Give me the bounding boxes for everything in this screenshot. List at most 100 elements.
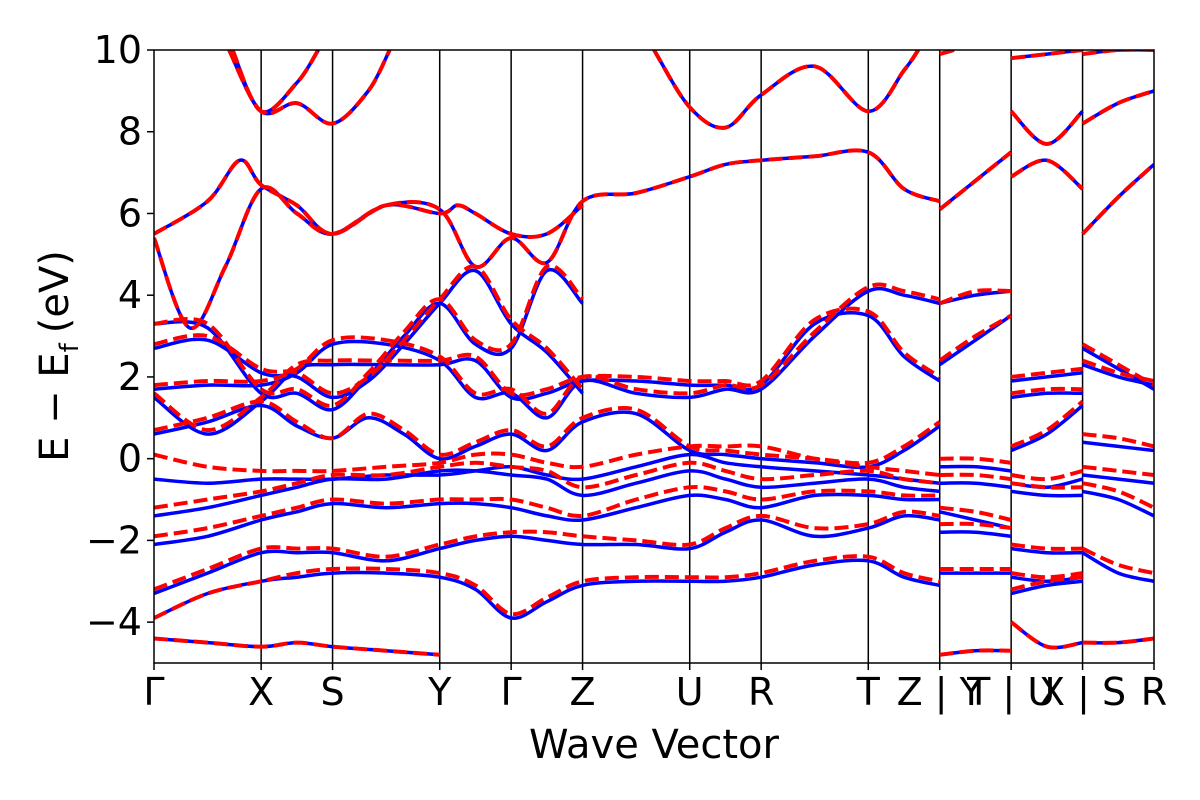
band-curve-dashed <box>154 509 940 592</box>
band-curve-solid <box>939 481 1012 490</box>
band-curve-solid <box>154 148 941 269</box>
band-curve-dashed <box>1082 50 1154 57</box>
band-curve-dashed <box>938 313 1013 363</box>
band-curve-dashed <box>1082 432 1154 449</box>
band-curve-dashed <box>939 505 1012 522</box>
band-curve-solid <box>154 452 940 485</box>
band-curve-solid <box>154 468 940 518</box>
y-tick-label: 10 <box>94 28 142 72</box>
y-tick-label: 6 <box>118 191 142 235</box>
x-tick-label: X | S <box>1039 670 1126 715</box>
band-curve-dashed <box>154 484 940 539</box>
dashed-band-series <box>154 50 1154 657</box>
band-curve-solid <box>1010 391 1083 400</box>
band-curve-dashed <box>1010 399 1084 449</box>
band-curve-solid <box>1082 440 1154 453</box>
band-curve-dashed <box>1082 464 1154 477</box>
band-curve-dashed <box>939 288 1012 306</box>
band-curve-dashed <box>939 472 1012 482</box>
band-curve-solid <box>154 492 940 547</box>
y-tick-label: 4 <box>118 273 142 317</box>
band-curve-solid <box>652 50 920 130</box>
y-axis-label-subscript: f <box>55 342 85 352</box>
band-curve-dashed <box>1082 636 1154 645</box>
x-tick-label: Γ <box>501 670 522 714</box>
solid-band-series <box>154 50 1154 657</box>
band-curve-solid <box>1010 404 1084 453</box>
band-curve-dashed <box>1081 162 1154 236</box>
x-tick-label: T <box>856 670 881 714</box>
high-symmetry-lines <box>260 50 1084 663</box>
band-curve-solid <box>154 185 584 330</box>
x-tick-label: R <box>1141 670 1167 714</box>
x-tick-label: Z | Y <box>897 670 984 715</box>
band-curve-solid <box>1009 110 1084 146</box>
band-curve-solid <box>154 268 584 400</box>
band-curve-dashed <box>1010 50 1083 61</box>
band-curve-solid <box>154 403 941 470</box>
band-curve-dashed <box>1010 386 1083 396</box>
band-curve-solid <box>939 530 1012 539</box>
band-curve-solid <box>1010 546 1083 555</box>
band-curve-dashed <box>1081 358 1154 383</box>
band-curve-solid <box>1010 489 1083 498</box>
band-curve-dashed <box>1010 571 1083 580</box>
band-curve-dashed <box>1081 546 1154 576</box>
x-tick-label: Z <box>570 670 596 714</box>
band-curve-dashed <box>230 50 320 115</box>
band-curve-solid <box>1082 489 1154 518</box>
band-curve-dashed <box>1010 481 1083 490</box>
x-tick-label: R <box>748 670 774 714</box>
y-axis-ticks: −4 −2 0 2 4 6 8 10 <box>86 28 154 644</box>
plot-frame <box>153 49 1155 664</box>
band-curve-dashed <box>1009 109 1085 146</box>
band-curve-dashed <box>939 648 1012 657</box>
x-tick-label: S <box>321 670 345 714</box>
band-curve-dashed <box>1082 481 1154 510</box>
band-curve-dashed <box>1081 88 1154 126</box>
band-curve-dashed <box>227 50 392 126</box>
band-curve-dashed <box>154 264 585 396</box>
x-tick-label: Y <box>427 670 452 714</box>
y-tick-label: −4 <box>86 600 142 644</box>
y-tick-label: −2 <box>86 518 142 562</box>
y-axis-label-unit: (eV) <box>32 250 78 333</box>
band-curve-dashed <box>154 306 941 433</box>
band-curve-dashed <box>939 521 1012 531</box>
y-axis-label: E − Ef (eV) <box>32 250 85 462</box>
band-curve-solid <box>1010 371 1083 383</box>
band-curve-solid <box>1081 551 1154 584</box>
x-tick-label: T | U <box>966 670 1055 715</box>
band-curve-dashed <box>154 554 941 620</box>
y-axis-label-main: E − E <box>32 352 78 462</box>
band-curve-solid <box>938 314 1013 367</box>
band-curve-dashed <box>938 150 1013 211</box>
x-tick-label: X <box>248 670 274 714</box>
band-curve-solid <box>154 558 941 620</box>
band-curve-dashed <box>154 185 584 330</box>
band-curve-solid <box>939 464 1012 473</box>
x-tick-label: U <box>676 670 704 714</box>
band-curve-dashed <box>1010 468 1084 482</box>
band-curve-dashed <box>154 460 940 510</box>
y-tick-label: 8 <box>118 110 142 154</box>
band-curve-solid <box>1010 579 1083 596</box>
band-curve-dashed <box>1010 366 1083 379</box>
band-curve-solid <box>1082 473 1154 485</box>
band-curve-dashed <box>154 399 941 466</box>
band-curve-dashed <box>652 50 920 130</box>
band-curve-dashed <box>154 636 440 657</box>
band-curve-solid <box>154 268 584 412</box>
band-curve-dashed <box>154 263 585 408</box>
band-curve-dashed <box>1009 620 1083 650</box>
band-curve-solid <box>154 513 940 596</box>
band-curve-solid <box>1010 158 1084 191</box>
band-curve-solid <box>1082 363 1154 387</box>
x-axis-label: Wave Vector <box>529 722 780 768</box>
band-curve-dashed <box>154 282 941 416</box>
band-curve-dashed <box>1010 542 1083 551</box>
band-curve-dashed <box>1010 158 1084 191</box>
y-tick-label: 2 <box>118 355 142 399</box>
